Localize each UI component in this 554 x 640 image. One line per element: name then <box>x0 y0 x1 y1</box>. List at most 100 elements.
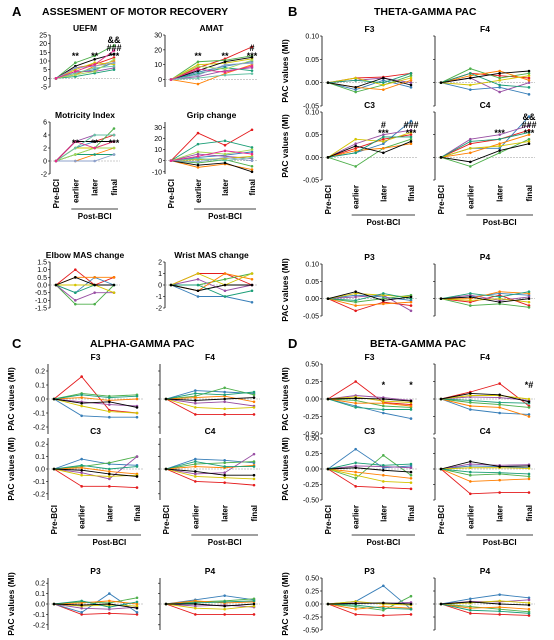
y-tick-label: 0 <box>43 76 47 83</box>
data-point <box>80 473 83 477</box>
data-point <box>469 466 472 470</box>
series-line <box>440 603 530 610</box>
data-point <box>80 414 83 418</box>
data-point <box>498 90 501 94</box>
data-point <box>527 415 531 418</box>
y-tick-label: 4 <box>43 133 47 140</box>
series-line <box>53 603 138 615</box>
data-point <box>108 410 111 413</box>
data-point <box>74 140 77 143</box>
series-line <box>55 147 114 162</box>
series-line <box>327 465 412 470</box>
data-point <box>469 399 472 402</box>
data-point <box>498 491 501 494</box>
data-point <box>382 463 385 467</box>
data-point <box>74 276 77 279</box>
data-point <box>54 159 58 163</box>
series-line <box>170 150 253 162</box>
data-point <box>112 153 116 156</box>
significance-mark: *** <box>247 51 258 61</box>
data-point <box>112 57 116 61</box>
series-line <box>53 464 138 470</box>
series-line <box>440 125 530 158</box>
data-point <box>527 76 531 80</box>
data-point <box>74 146 77 150</box>
x-tick-label: later <box>379 185 388 202</box>
series-line <box>53 398 137 418</box>
data-point <box>527 596 531 600</box>
data-point <box>196 277 200 281</box>
data-point <box>93 283 96 287</box>
data-point <box>469 392 472 395</box>
series-line <box>327 398 412 407</box>
data-point <box>409 119 413 123</box>
y-tick-label: 0.10 <box>305 110 319 117</box>
y-tick-label: 20 <box>39 41 47 48</box>
y-axis-label: PAC values (MI) <box>280 114 290 178</box>
data-point <box>409 133 413 136</box>
series-line <box>327 397 412 402</box>
y-tick-label: 0 <box>158 158 162 165</box>
x-tick-label: later <box>496 505 505 522</box>
y-tick-label: -0.2 <box>33 425 45 432</box>
y-tick-label: 0.2 <box>35 369 45 376</box>
data-point <box>196 289 200 293</box>
data-point <box>527 72 531 75</box>
series-line <box>440 601 530 606</box>
data-point <box>354 79 357 82</box>
data-point <box>439 297 443 300</box>
section-a-header: A ASSESMENT OF MOTOR RECOVERY <box>12 4 228 19</box>
x-tick-label: final <box>250 505 259 521</box>
data-point <box>112 44 116 47</box>
data-point <box>409 481 413 484</box>
data-point <box>382 135 385 139</box>
series-line <box>440 600 530 605</box>
series-line <box>170 151 253 162</box>
data-point <box>382 133 385 136</box>
series-line <box>440 77 530 93</box>
data-point <box>382 454 385 457</box>
data-point <box>409 470 413 474</box>
data-point <box>469 480 472 483</box>
data-point <box>74 302 77 306</box>
series-line <box>170 278 253 292</box>
post-bci-label: Post-BCI <box>483 218 517 227</box>
data-point <box>93 133 96 137</box>
x-tick-label: later <box>221 179 230 196</box>
chart-title: F4 <box>205 352 215 362</box>
data-point <box>354 602 357 605</box>
data-point <box>250 72 254 75</box>
chart-title: Motricity Index <box>55 110 115 120</box>
data-point <box>498 393 501 397</box>
data-point <box>409 607 413 611</box>
data-point <box>80 468 83 472</box>
y-tick-label: 0.0 <box>35 467 45 474</box>
data-point <box>93 70 96 73</box>
series-line <box>165 468 255 486</box>
series-line <box>165 468 255 480</box>
section-letter-b: B <box>288 4 297 19</box>
series-line <box>53 458 138 470</box>
series-line <box>327 298 412 312</box>
series-line <box>170 55 253 80</box>
y-tick-label: 0 <box>158 283 162 290</box>
data-point <box>409 83 413 87</box>
series-line <box>327 72 412 84</box>
data-point <box>382 142 385 146</box>
y-axis-label: PAC values (MI) <box>6 437 16 501</box>
x-tick-label: final <box>133 505 142 521</box>
series-line <box>53 468 138 477</box>
data-point <box>223 149 227 153</box>
x-tick-label: Pre-BCI <box>324 505 333 534</box>
data-point <box>354 397 357 400</box>
series-line <box>56 284 115 294</box>
series-line <box>56 154 115 162</box>
series-line <box>165 603 255 610</box>
data-point <box>194 396 197 399</box>
y-tick-label: 0.05 <box>305 57 319 64</box>
series-line <box>55 45 115 79</box>
y-axis-label: PAC values (MI) <box>6 572 16 636</box>
data-point <box>498 411 501 415</box>
data-point <box>252 465 256 468</box>
